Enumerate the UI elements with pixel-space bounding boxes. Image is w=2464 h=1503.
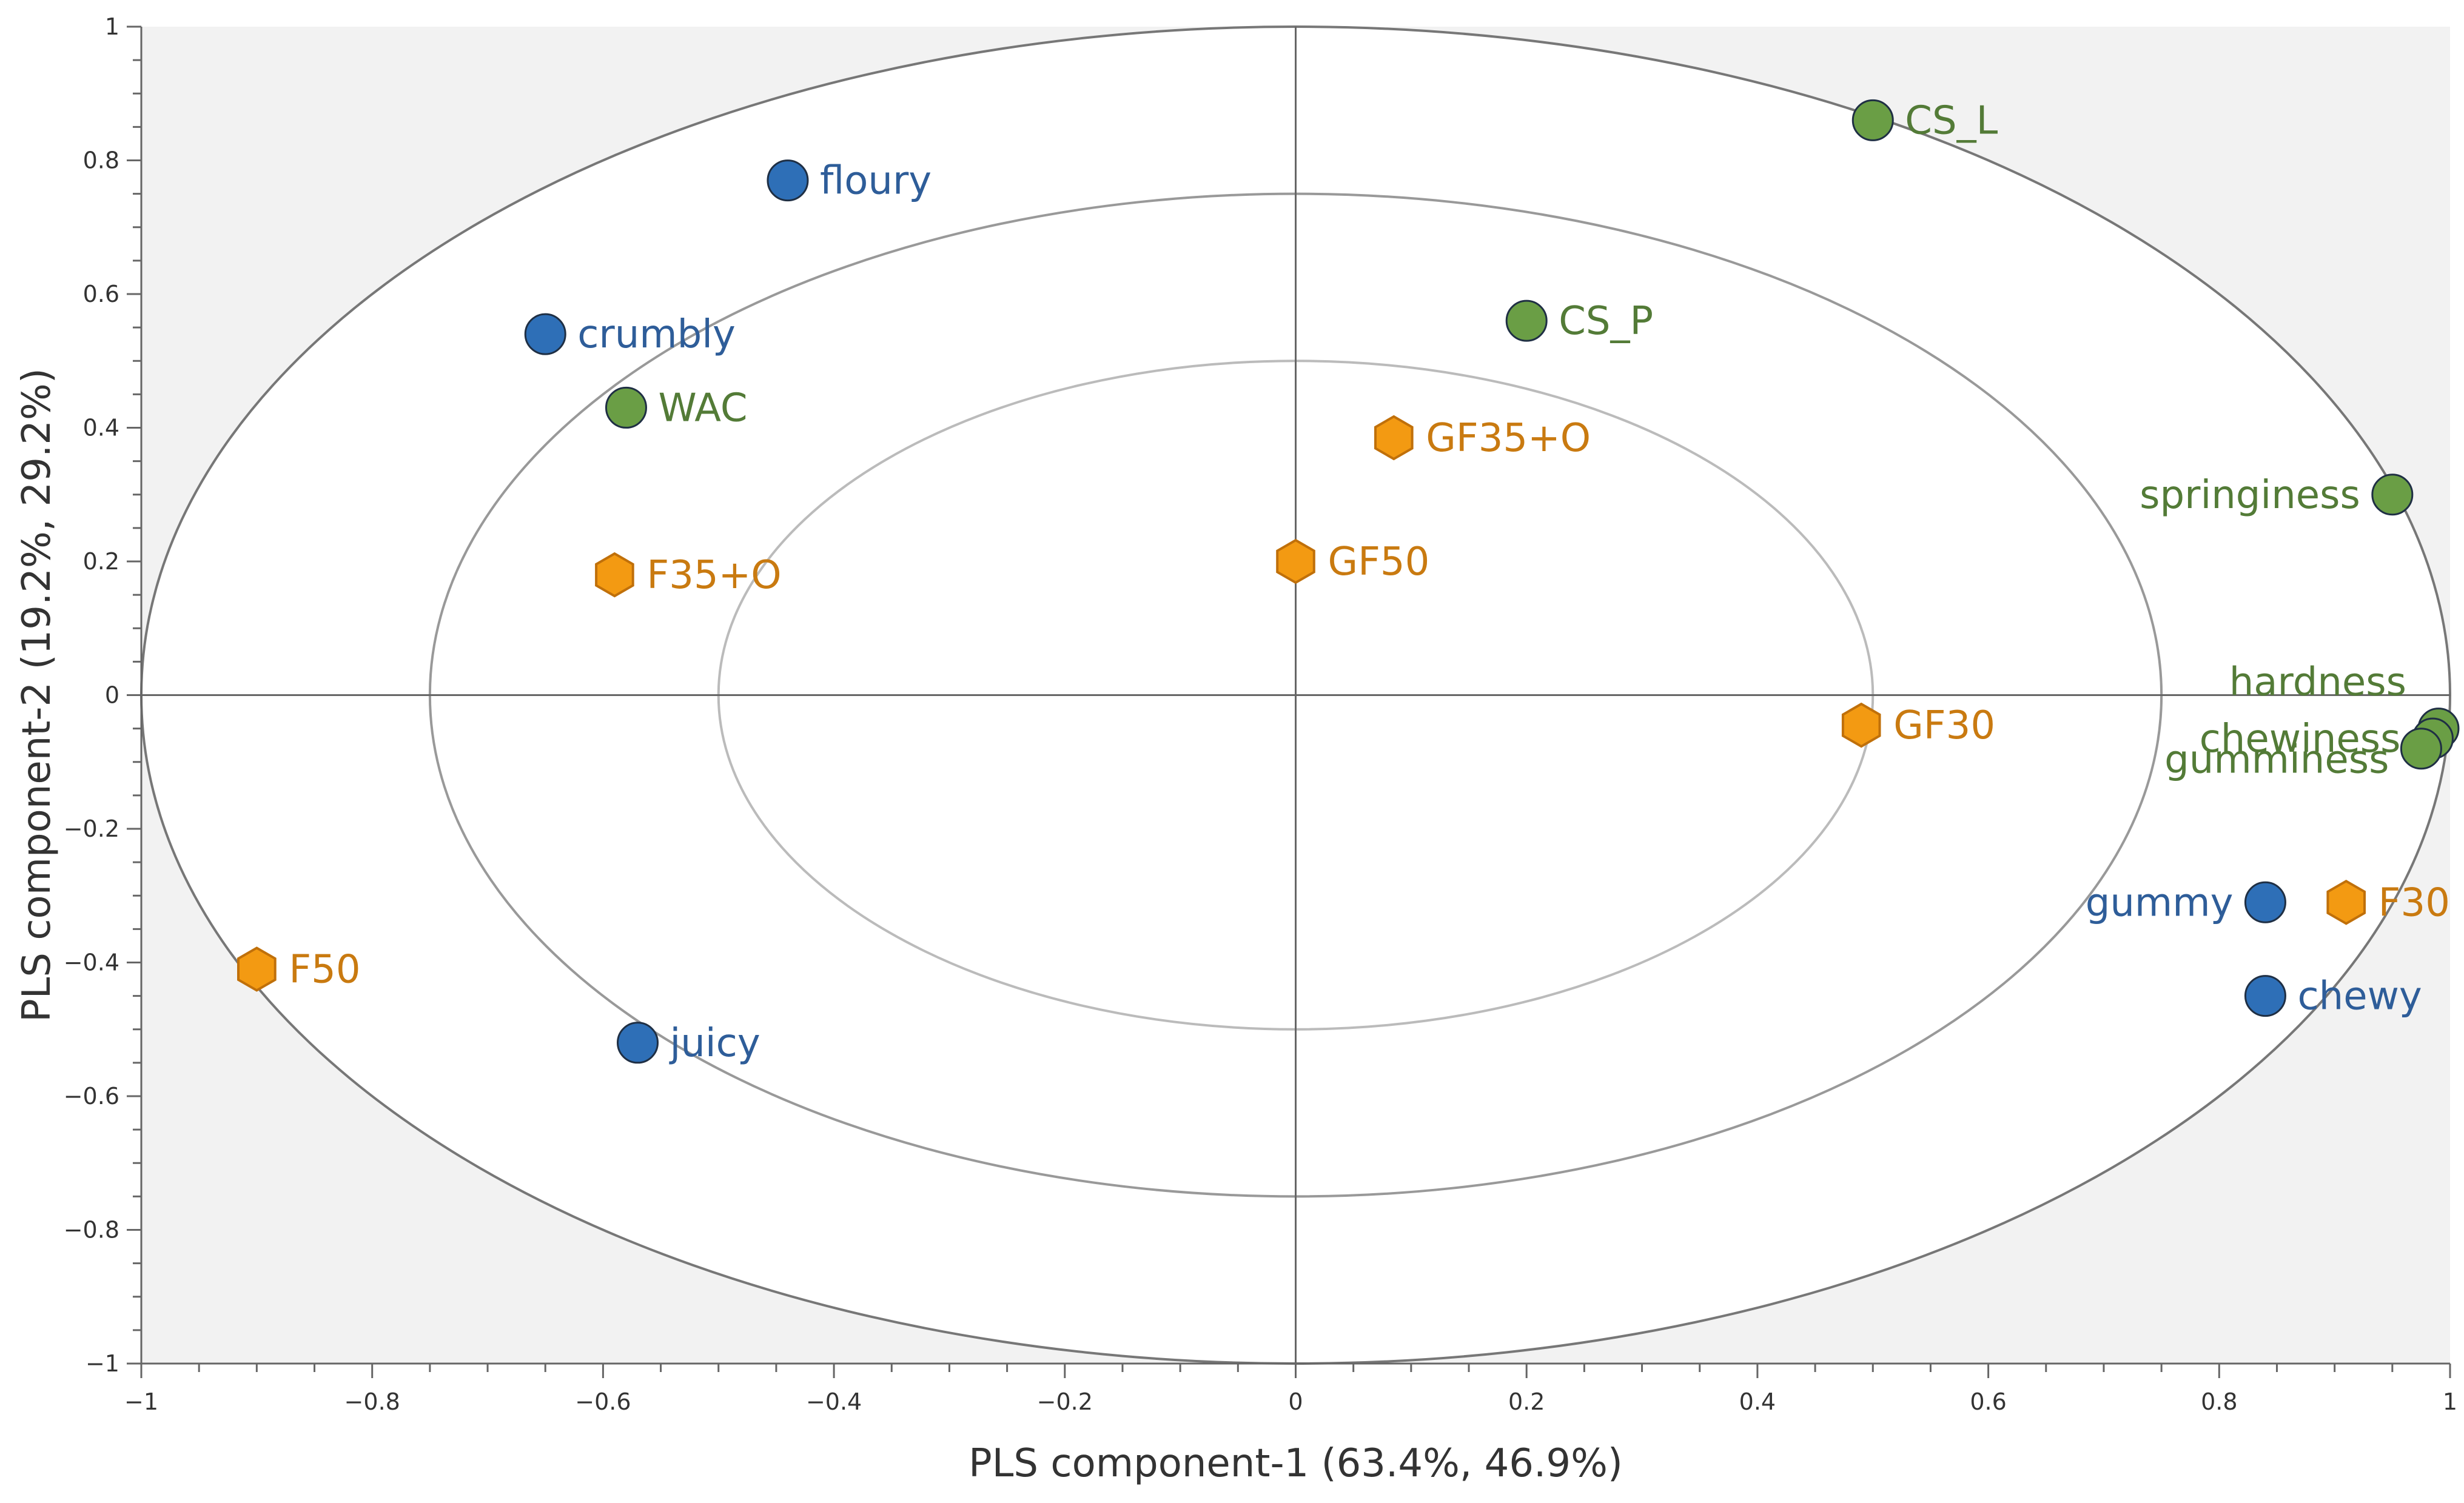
y-tick-label: 0 bbox=[105, 682, 119, 709]
label-gumminess: gumminess bbox=[2164, 738, 2389, 783]
label-hardness: hardness bbox=[2229, 660, 2406, 705]
y-tick-label: 0.6 bbox=[83, 281, 119, 307]
ticks: −1 −0.8 −0.6 −0.4 −0.2 0 0.2 0.4 0.6 0.8 1 −1 −0.8 −0… bbox=[64, 13, 2457, 1415]
marker-juicy bbox=[617, 1022, 659, 1064]
label-springiness: springiness bbox=[2140, 473, 2360, 518]
marker-f35-o bbox=[595, 552, 634, 598]
series-orange: GF35+O GF50 F35+O GF30 F30 F50 bbox=[237, 415, 2450, 993]
x-tick-label: −1 bbox=[124, 1388, 158, 1415]
marker-f50 bbox=[237, 946, 277, 992]
x-tick-label: 0 bbox=[1288, 1388, 1303, 1415]
label-f50: F50 bbox=[289, 948, 360, 993]
x-axis-title: PLS component-1 (63.4%, 46.9%) bbox=[968, 1441, 1623, 1486]
y-tick-label: −1 bbox=[86, 1350, 119, 1377]
label-f35-o: F35+O bbox=[646, 553, 781, 598]
marker-gf50 bbox=[1276, 538, 1315, 584]
marker-gummy bbox=[2244, 881, 2286, 923]
marker-cs-p bbox=[1505, 300, 1548, 342]
marker-floury bbox=[767, 159, 809, 202]
label-f30: F30 bbox=[2378, 880, 2450, 925]
x-tick-label: 0.4 bbox=[1739, 1388, 1776, 1415]
x-tick-label: 0.6 bbox=[1970, 1388, 2006, 1415]
label-gf35-o: GF35+O bbox=[1426, 416, 1591, 461]
y-tick-label: 0.4 bbox=[83, 415, 119, 441]
x-tick-label: −0.2 bbox=[1037, 1388, 1093, 1415]
label-cs-l: CS_L bbox=[1905, 98, 1998, 143]
marker-gf30 bbox=[1841, 702, 1881, 748]
marker-chewy bbox=[2244, 975, 2286, 1017]
x-tick-label: −0.8 bbox=[344, 1388, 400, 1415]
y-tick-label: −0.2 bbox=[64, 815, 119, 842]
x-tick-label: 0.2 bbox=[1508, 1388, 1545, 1415]
marker-springiness bbox=[2371, 474, 2414, 516]
label-gummy: gummy bbox=[2086, 880, 2234, 925]
label-juicy: juicy bbox=[669, 1021, 760, 1066]
x-tick-label: 0.8 bbox=[2201, 1388, 2237, 1415]
label-crumbly: crumbly bbox=[577, 312, 736, 357]
y-tick-label: 0.2 bbox=[83, 548, 119, 575]
y-tick-label: −0.4 bbox=[64, 949, 119, 976]
label-gf50: GF50 bbox=[1328, 540, 1430, 584]
y-tick-label: 1 bbox=[105, 13, 119, 40]
label-gf30: GF30 bbox=[1893, 703, 1995, 748]
label-cs-p: CS_P bbox=[1559, 299, 1653, 344]
marker-wac bbox=[605, 386, 647, 429]
marker-crumbly bbox=[524, 313, 566, 355]
x-tick-label: −0.4 bbox=[806, 1388, 862, 1415]
y-tick-label: 0.8 bbox=[83, 147, 119, 174]
series-blue: floury crumbly juicy gummy chewy bbox=[524, 159, 2422, 1066]
label-chewy: chewy bbox=[2297, 974, 2422, 1019]
x-tick-label: 1 bbox=[2443, 1388, 2457, 1415]
x-tick-label: −0.6 bbox=[575, 1388, 631, 1415]
y-axis-title: PLS component-2 (19.2%, 29.2%) bbox=[15, 368, 59, 1022]
y-tick-label: −0.8 bbox=[64, 1217, 119, 1244]
marker-gf35-o bbox=[1374, 415, 1414, 461]
marker-cs-l bbox=[1851, 99, 1894, 141]
label-wac: WAC bbox=[658, 386, 747, 430]
label-chewiness: chewiness bbox=[2200, 717, 2401, 762]
series-green: CS_L CS_P WAC springiness hardness chewinessg… bbox=[605, 98, 2460, 783]
label-floury: floury bbox=[820, 159, 932, 204]
y-tick-label: −0.6 bbox=[64, 1083, 119, 1110]
data-points: floury crumbly juicy gummy chewy CS_L CS_P WAC s… bbox=[237, 98, 2460, 1066]
marker-gumminess bbox=[2400, 728, 2442, 770]
marker-f30 bbox=[2326, 879, 2366, 925]
